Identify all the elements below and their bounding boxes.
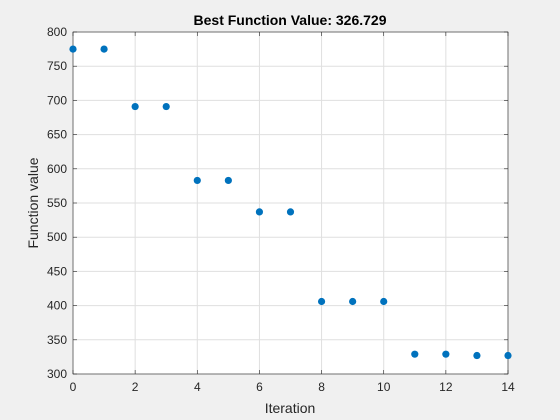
y-tick-label: 400 <box>47 299 67 313</box>
y-tick-label: 500 <box>47 230 67 244</box>
data-point <box>504 351 512 360</box>
chart-title: Best Function Value: 326.729 <box>194 12 387 28</box>
y-tick-label: 600 <box>47 162 67 176</box>
x-tick-label: 10 <box>377 380 391 394</box>
y-tick-label: 300 <box>47 367 67 381</box>
y-tick-label: 550 <box>47 196 67 210</box>
data-point <box>224 176 232 185</box>
x-axis-label: Iteration <box>265 400 316 416</box>
ticks: 0 2 4 6 8 10 12 14 300 350 400 450 500 550 600 650 700 75… <box>47 25 515 394</box>
data-points <box>69 45 512 360</box>
data-point <box>100 45 108 53</box>
data-point <box>411 350 419 358</box>
data-point <box>69 45 77 53</box>
y-axis-label: Function value <box>25 157 41 248</box>
x-tick-label: 0 <box>70 380 77 394</box>
y-tick-label: 700 <box>47 93 67 107</box>
y-tick-label: 350 <box>47 333 67 347</box>
y-tick-label: 650 <box>47 128 67 142</box>
y-tick-label: 750 <box>47 59 67 73</box>
data-point <box>255 208 264 216</box>
x-tick-label: 4 <box>194 380 201 394</box>
x-tick-label: 6 <box>256 380 263 394</box>
data-point <box>286 208 295 216</box>
data-point <box>349 297 357 306</box>
data-point <box>131 102 139 111</box>
x-tick-label: 2 <box>132 380 139 394</box>
x-tick-label: 8 <box>318 380 325 394</box>
data-point <box>380 297 388 306</box>
data-point <box>193 176 201 185</box>
data-point <box>442 350 450 358</box>
data-point <box>317 297 326 306</box>
data-point <box>162 102 170 111</box>
data-point <box>473 351 481 360</box>
x-tick-label: 14 <box>501 380 515 394</box>
y-tick-label: 450 <box>47 264 67 278</box>
x-tick-label: 12 <box>439 380 453 394</box>
y-tick-label: 800 <box>47 25 67 39</box>
